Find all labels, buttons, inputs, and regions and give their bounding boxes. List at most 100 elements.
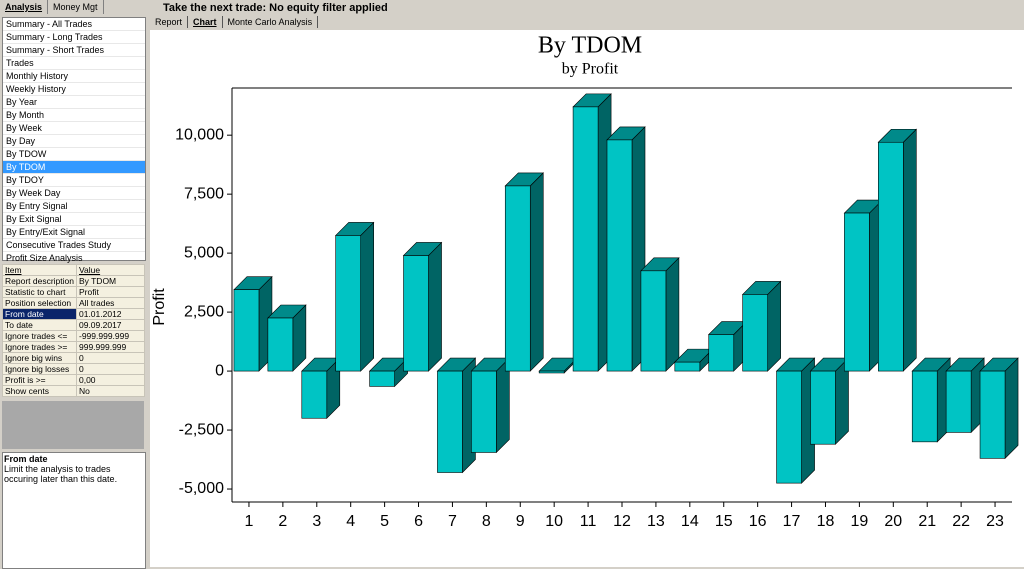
table-row[interactable]: Ignore big wins 0 [2, 352, 146, 364]
list-item[interactable]: By TDOW [3, 148, 145, 161]
table-row[interactable]: From date 01.01.2012 [2, 308, 146, 320]
chart-subtitle: by Profit [562, 61, 619, 78]
chart-title: By TDOM [538, 33, 642, 59]
bar [301, 370, 328, 419]
cell: Ignore big wins [2, 352, 77, 364]
cell: To date [2, 319, 77, 331]
list-item[interactable]: Summary - All Trades [3, 18, 145, 31]
table-row[interactable]: To date 09.09.2017 [2, 319, 146, 331]
table-header: Item Value [2, 264, 146, 276]
list-item[interactable]: By Exit Signal [3, 213, 145, 226]
table-row[interactable]: Report description By TDOM [2, 275, 146, 287]
list-item[interactable]: By Week Day [3, 187, 145, 200]
description-title: From date [4, 454, 48, 464]
bar-side [360, 221, 374, 372]
list-item[interactable]: By Month [3, 109, 145, 122]
header-cell: Item [2, 264, 77, 276]
y-tick-label: 7,500 [184, 185, 224, 202]
view-tabs: Report Chart Monte Carlo Analysis [150, 16, 319, 30]
tab[interactable]: Analysis [0, 0, 49, 14]
list-item[interactable]: By TDOM [3, 161, 145, 174]
bar-side [428, 241, 442, 372]
cell: Report description [2, 275, 77, 287]
bar [979, 370, 1006, 459]
list-item[interactable]: Summary - Long Trades [3, 31, 145, 44]
report-list: Summary - All Trades Summary - Long Trade… [2, 17, 146, 278]
list-item[interactable]: Trades [3, 57, 145, 70]
x-tick-label: 17 [783, 513, 801, 530]
x-tick-label: 20 [884, 513, 902, 530]
bar [911, 370, 938, 443]
bar [403, 255, 429, 372]
cell: No [75, 385, 146, 397]
list-item[interactable]: Consecutive Trades Study [3, 239, 145, 252]
x-tick-label: 6 [414, 513, 423, 530]
cell: 999.999.999 [75, 341, 146, 353]
y-tick-label: -5,000 [179, 480, 224, 497]
property-table: Item Value Report description By TDOM Statis… [2, 264, 146, 397]
cell: 0 [75, 352, 146, 364]
spacer [2, 401, 144, 449]
header-cell: Value [75, 264, 146, 276]
x-tick-label: 11 [580, 513, 597, 530]
view-tab[interactable]: Report [150, 16, 189, 28]
x-tick-label: 4 [346, 513, 355, 530]
bar-side [903, 128, 917, 372]
list-item[interactable]: By Entry Signal [3, 200, 145, 213]
bar [437, 370, 463, 473]
x-tick-label: 12 [613, 513, 631, 530]
chart-panel: By TDOM by Profit Profit -5,000 -2,500 0 2,… [150, 30, 1024, 567]
cell: Profit [75, 286, 146, 298]
table-row[interactable]: Position selection All trades [2, 297, 146, 309]
y-tick-label: -2,500 [179, 421, 224, 438]
list-item[interactable]: By Entry/Exit Signal [3, 226, 145, 239]
x-tick-label: 23 [986, 513, 1004, 530]
x-tick-label: 2 [278, 513, 287, 530]
tab[interactable]: Money Mgt [48, 0, 104, 14]
x-tick-label: 18 [817, 513, 835, 530]
x-tick-label: 21 [918, 513, 936, 530]
cell: Position selection [2, 297, 77, 309]
list-item[interactable]: By Year [3, 96, 145, 109]
y-axis-label: Profit [151, 288, 168, 326]
bar [708, 334, 735, 372]
list-item[interactable]: Summary - Short Trades [3, 44, 145, 57]
cell: Ignore big losses [2, 363, 77, 375]
table-row[interactable]: Profit is >= 0,00 [2, 374, 146, 386]
bar [335, 235, 361, 372]
list-item[interactable]: By Week [3, 122, 145, 135]
list-item[interactable]: By Day [3, 135, 145, 148]
y-tick-label: 2,500 [184, 303, 224, 320]
x-tick-label: 3 [312, 513, 321, 530]
x-tick-label: 14 [681, 513, 699, 530]
cell: Ignore trades <= [2, 330, 77, 342]
cell: 01.01.2012 [75, 308, 146, 320]
y-tick-label: 10,000 [175, 126, 224, 143]
x-tick-label: 8 [482, 513, 491, 530]
table-row[interactable]: Ignore big losses 0 [2, 363, 146, 375]
table-row[interactable]: Statistic to chart Profit [2, 286, 146, 298]
x-tick-label: 7 [448, 513, 457, 530]
x-tick-label: 16 [749, 513, 767, 530]
bar [776, 370, 802, 484]
list-item[interactable]: By TDOY [3, 174, 145, 187]
view-tab[interactable]: Chart [188, 16, 223, 28]
bar [945, 370, 972, 433]
table-row[interactable]: Show cents No [2, 385, 146, 397]
y-tick-label: 0 [215, 362, 224, 379]
view-tab[interactable]: Monte Carlo Analysis [223, 16, 319, 28]
bar [504, 185, 531, 372]
x-tick-label: 9 [516, 513, 525, 530]
x-tick-label: 19 [850, 513, 868, 530]
tab-bar: Analysis Money Mgt [0, 0, 146, 16]
table-row[interactable]: Ignore trades <= -999.999.999 [2, 330, 146, 342]
bar-side [1004, 357, 1019, 460]
cell: -999.999.999 [75, 330, 146, 342]
table-row[interactable]: Ignore trades >= 999.999.999 [2, 341, 146, 353]
list-item[interactable]: Monthly History [3, 70, 145, 83]
cell: Profit is >= [2, 374, 77, 386]
bar-side [496, 357, 510, 454]
list-item[interactable]: Weekly History [3, 83, 145, 96]
bar [369, 370, 395, 387]
